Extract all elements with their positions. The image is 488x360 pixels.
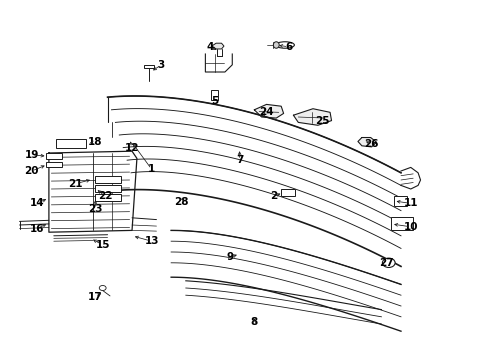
Text: 10: 10 xyxy=(403,222,417,232)
FancyBboxPatch shape xyxy=(390,217,412,230)
FancyBboxPatch shape xyxy=(95,185,121,192)
Text: 18: 18 xyxy=(88,137,102,147)
FancyBboxPatch shape xyxy=(46,162,62,167)
Ellipse shape xyxy=(275,42,294,48)
Text: 13: 13 xyxy=(144,236,159,246)
FancyBboxPatch shape xyxy=(281,189,294,196)
Ellipse shape xyxy=(273,42,279,48)
Text: 1: 1 xyxy=(148,164,155,174)
FancyBboxPatch shape xyxy=(46,153,62,159)
Text: 26: 26 xyxy=(364,139,378,149)
Polygon shape xyxy=(254,104,283,118)
Polygon shape xyxy=(49,151,137,232)
Text: 24: 24 xyxy=(259,107,273,117)
FancyBboxPatch shape xyxy=(56,139,85,148)
FancyBboxPatch shape xyxy=(95,194,121,201)
Text: 27: 27 xyxy=(378,258,393,268)
Text: 3: 3 xyxy=(158,60,164,70)
Text: 22: 22 xyxy=(98,191,112,201)
Text: 11: 11 xyxy=(403,198,417,208)
Text: 21: 21 xyxy=(68,179,83,189)
Text: 2: 2 xyxy=(270,191,277,201)
Text: 25: 25 xyxy=(315,116,329,126)
Circle shape xyxy=(99,285,106,291)
Polygon shape xyxy=(293,109,331,125)
Text: 12: 12 xyxy=(124,143,139,153)
FancyBboxPatch shape xyxy=(144,65,154,68)
Text: 6: 6 xyxy=(285,42,291,52)
FancyBboxPatch shape xyxy=(211,90,217,100)
Text: 20: 20 xyxy=(24,166,39,176)
Text: 4: 4 xyxy=(206,42,214,52)
Text: 9: 9 xyxy=(226,252,233,262)
Text: 16: 16 xyxy=(29,224,44,234)
Circle shape xyxy=(382,258,394,267)
Polygon shape xyxy=(211,43,224,49)
Text: 28: 28 xyxy=(173,197,188,207)
Text: 17: 17 xyxy=(88,292,102,302)
Text: 8: 8 xyxy=(250,317,257,327)
Text: 15: 15 xyxy=(95,240,110,250)
Text: 19: 19 xyxy=(24,150,39,160)
Polygon shape xyxy=(357,138,376,147)
Text: 7: 7 xyxy=(235,155,243,165)
FancyBboxPatch shape xyxy=(95,176,121,183)
Text: 5: 5 xyxy=(211,96,218,106)
FancyBboxPatch shape xyxy=(393,196,407,206)
Text: 14: 14 xyxy=(29,198,44,208)
Text: 23: 23 xyxy=(88,204,102,214)
